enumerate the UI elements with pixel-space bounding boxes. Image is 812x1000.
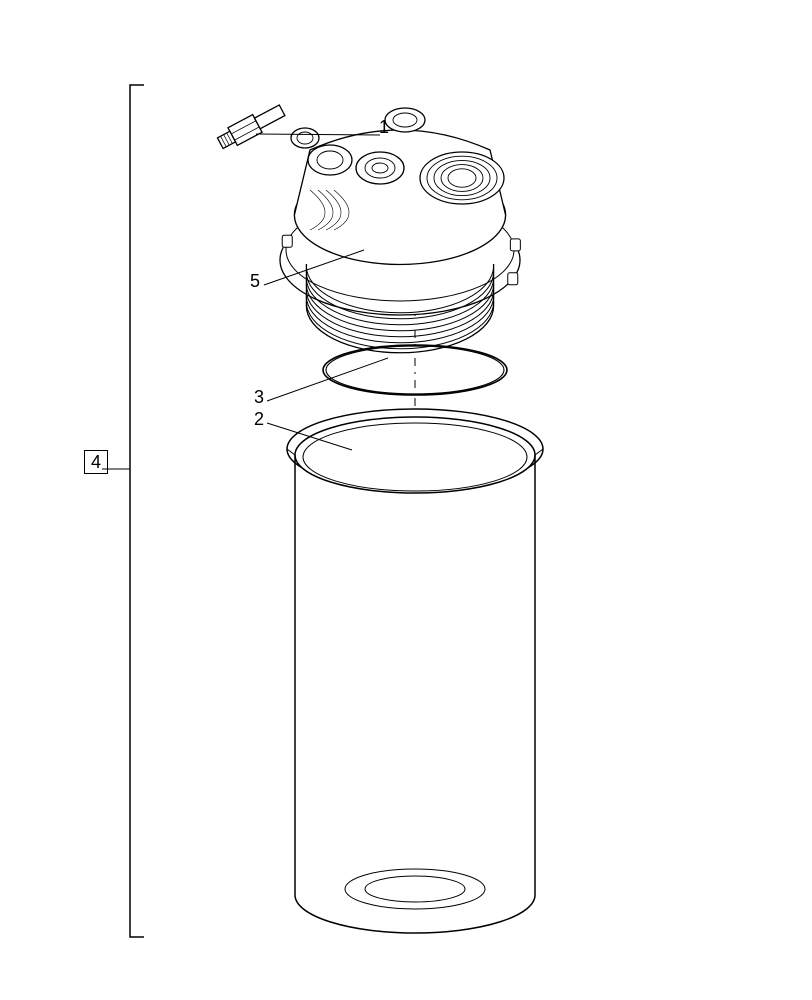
callout-1: 1: [379, 118, 389, 136]
callout-3: 3: [254, 388, 264, 406]
diagram-stage: 1 5 3 2 4: [0, 0, 812, 1000]
callout-5: 5: [250, 272, 260, 290]
callout-4: 4: [84, 450, 108, 474]
diagram-svg: [0, 0, 812, 1000]
callout-2: 2: [254, 410, 264, 428]
